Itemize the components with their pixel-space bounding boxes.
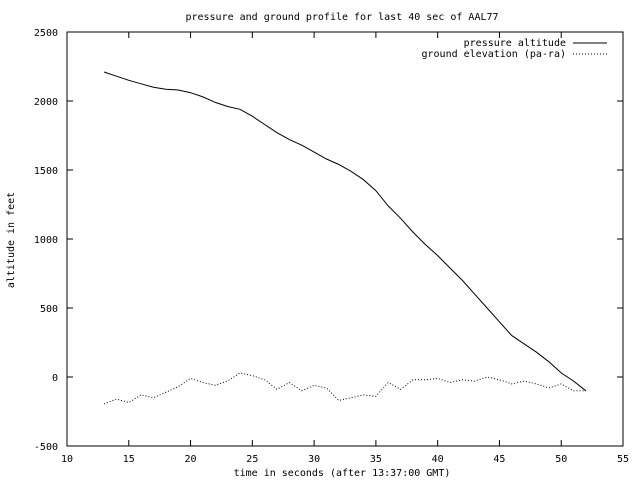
series-line-1	[103, 71, 587, 392]
x-axis-label: time in seconds (after 13:37:00 GMT)	[234, 468, 451, 479]
x-tick-label: 20	[185, 454, 197, 465]
x-tick-label: 50	[555, 454, 567, 465]
x-tick-label: 25	[246, 454, 258, 465]
y-tick-label: 0	[52, 373, 58, 384]
axis-ticks: 10 15 20 25 30 35 40 45 50 55 -500 0 500 1000 1500 2000…	[34, 28, 629, 465]
x-tick-label: 55	[617, 454, 629, 465]
legend-label-2: ground elevation (pa-ra)	[422, 49, 567, 60]
y-axis-label: altitude in feet	[6, 192, 17, 288]
y-tick-label: 2500	[34, 28, 58, 39]
x-tick-label: 30	[308, 454, 320, 465]
plot-area	[103, 71, 587, 405]
y-tick-label: 1000	[34, 235, 58, 246]
plot-frame	[66, 31, 624, 447]
x-tick-label: 40	[432, 454, 444, 465]
chart-title: pressure and ground profile for last 40 …	[185, 12, 498, 23]
y-tick-label: 2000	[34, 97, 58, 108]
y-tick-label: -500	[34, 442, 58, 453]
x-tick-label: 35	[370, 454, 382, 465]
y-tick-label: 500	[40, 304, 58, 315]
x-tick-label: 45	[493, 454, 505, 465]
y-tick-label: 1500	[34, 166, 58, 177]
x-tick-label: 15	[123, 454, 135, 465]
x-tick-label: 10	[61, 454, 73, 465]
series-line-2	[103, 372, 586, 405]
legend-label-1: pressure altitude	[464, 38, 566, 49]
